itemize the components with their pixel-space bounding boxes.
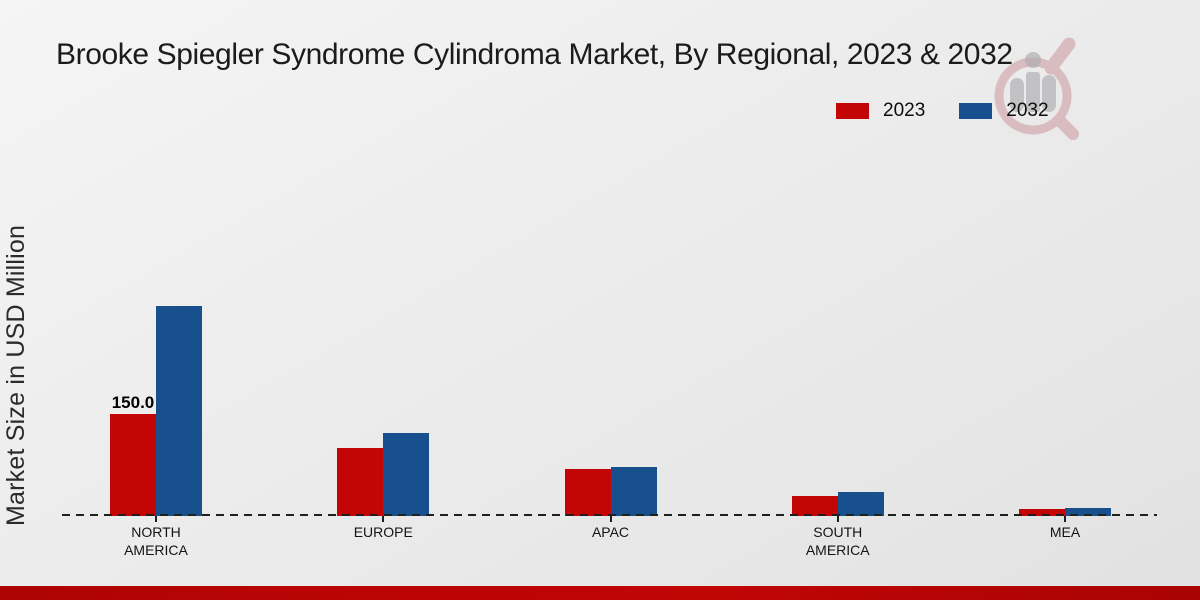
x-axis-baseline	[62, 514, 1157, 516]
x-label-line: MEA	[1049, 524, 1081, 540]
chart-title: Brooke Spiegler Syndrome Cylindroma Mark…	[56, 38, 1013, 71]
legend-item-2032: 2032	[959, 100, 1049, 122]
bar-apac-2023	[564, 468, 611, 516]
x-label-apac: APAC	[526, 523, 696, 541]
bar-north-america-2023	[110, 414, 156, 516]
y-axis-label: Market Size in USD Million	[2, 224, 30, 526]
x-label-mea: MEA	[980, 523, 1150, 541]
x-tick-north-america	[155, 516, 157, 522]
x-tick-europe	[382, 516, 385, 522]
bar-europe-2023	[337, 448, 384, 516]
bar-south-america-2023	[791, 495, 838, 516]
x-label-line: AMERICA	[124, 542, 188, 558]
magnifier-chart-logo-icon	[994, 37, 1079, 140]
legend-label-2023: 2023	[883, 100, 926, 121]
x-label-north-america: NORTH AMERICA	[71, 523, 241, 559]
legend: 2023 2032	[836, 100, 1049, 122]
mrfr-logo-watermark	[985, 28, 1085, 151]
x-label-line: EUROPE	[353, 524, 413, 540]
bar-mea-2032	[1065, 507, 1111, 516]
x-label-south-america: SOUTH AMERICA	[753, 523, 923, 559]
x-tick-mea	[1064, 516, 1066, 522]
bar-north-america-2032	[156, 306, 202, 516]
legend-label-2032: 2032	[1006, 100, 1049, 121]
bar-mea-2023	[1019, 509, 1065, 516]
x-tick-apac	[609, 516, 612, 522]
x-label-line: APAC	[591, 524, 630, 540]
legend-item-2023: 2023	[836, 100, 925, 122]
x-label-line: NORTH	[131, 524, 181, 540]
bar-europe-2032	[383, 433, 430, 516]
bar-apac-2032	[610, 466, 657, 516]
legend-swatch-2032	[959, 103, 993, 119]
legend-swatch-2023	[836, 103, 869, 119]
bar-south-america-2032	[837, 491, 884, 516]
x-label-line: SOUTH	[813, 524, 863, 540]
bar-data-label-north-america-2023: 150.0	[111, 393, 155, 413]
x-label-europe: EUROPE	[298, 523, 468, 541]
x-label-line: AMERICA	[805, 542, 870, 558]
footer-accent-bar	[0, 586, 1200, 600]
x-tick-south-america	[836, 516, 839, 522]
